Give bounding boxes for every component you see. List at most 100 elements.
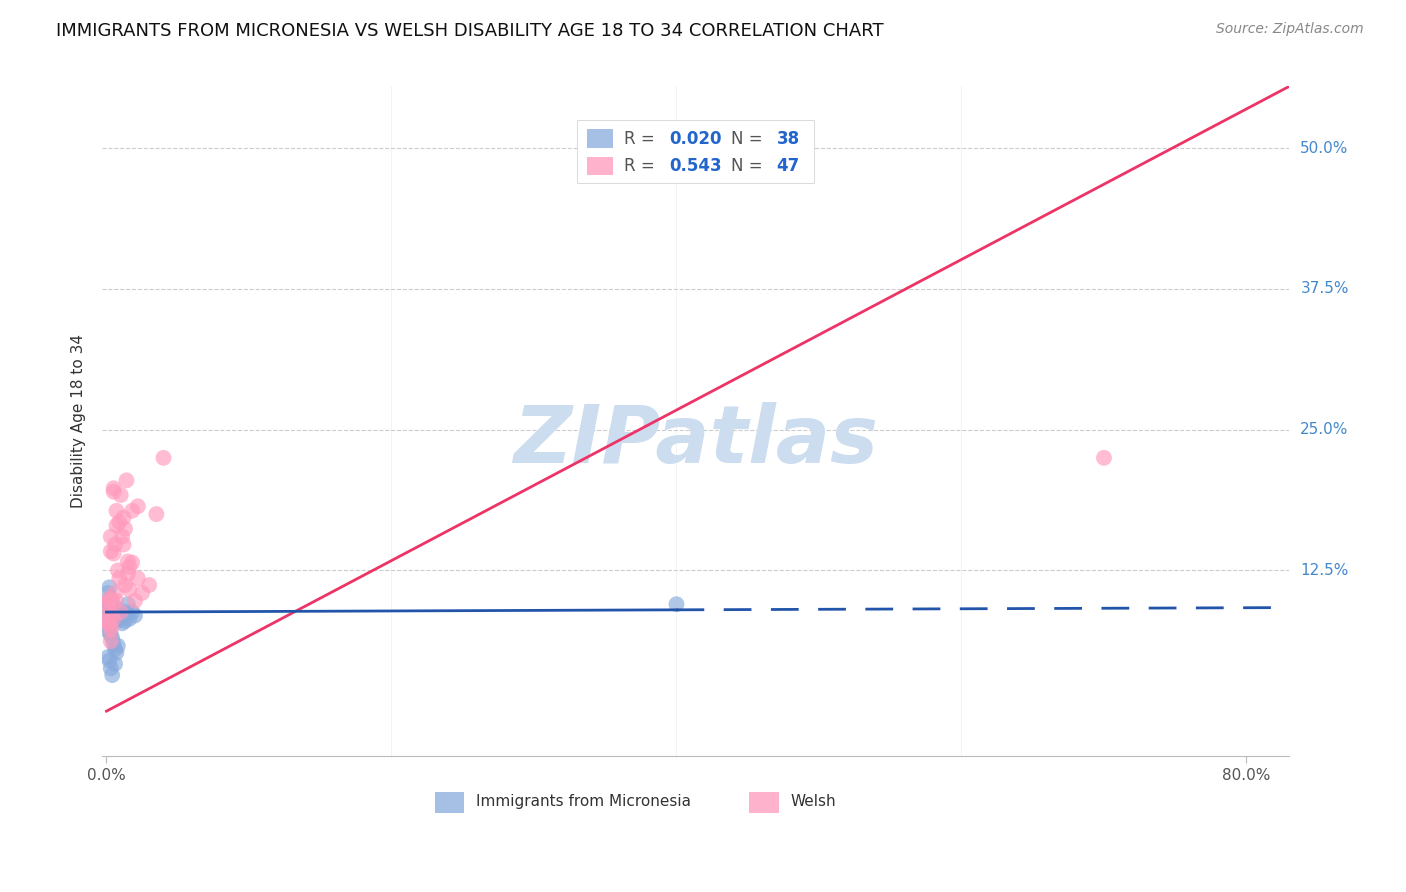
Point <box>112 537 135 551</box>
Point <box>110 605 132 619</box>
Text: 25.0%: 25.0% <box>1301 422 1348 437</box>
Text: Source: ZipAtlas.com: Source: ZipAtlas.com <box>1216 22 1364 37</box>
Point <box>101 594 124 608</box>
Point <box>114 578 136 592</box>
Point <box>100 530 122 544</box>
Point <box>1092 450 1115 465</box>
Point <box>97 586 120 600</box>
Text: 12.5%: 12.5% <box>1301 563 1348 578</box>
FancyBboxPatch shape <box>586 129 613 148</box>
Point <box>97 614 120 628</box>
Point <box>98 591 121 606</box>
Bar <box>434 792 464 814</box>
Point <box>103 547 125 561</box>
Point <box>111 616 134 631</box>
Point <box>115 474 138 488</box>
Point <box>101 608 124 623</box>
FancyBboxPatch shape <box>576 120 814 184</box>
Point <box>101 597 124 611</box>
Point <box>118 612 141 626</box>
Point <box>100 634 122 648</box>
Text: 0.543: 0.543 <box>669 157 723 175</box>
Point <box>97 616 120 631</box>
Text: 50.0%: 50.0% <box>1301 141 1348 156</box>
Point <box>138 578 160 592</box>
Text: Immigrants from Micronesia: Immigrants from Micronesia <box>477 794 692 809</box>
Point <box>104 605 127 619</box>
Point <box>98 605 121 619</box>
Point <box>100 544 122 558</box>
Point <box>101 668 124 682</box>
Point <box>117 566 139 581</box>
Point <box>105 594 128 608</box>
Point <box>111 530 134 544</box>
Point <box>110 612 132 626</box>
Point <box>107 608 129 623</box>
Point <box>103 484 125 499</box>
FancyBboxPatch shape <box>586 157 613 176</box>
Point <box>112 608 135 623</box>
Point <box>103 612 125 626</box>
Point <box>103 637 125 651</box>
Point <box>127 571 149 585</box>
Text: 0.020: 0.020 <box>669 129 723 147</box>
Point <box>103 481 125 495</box>
Point <box>97 597 120 611</box>
Point <box>105 646 128 660</box>
Text: 47: 47 <box>776 157 800 175</box>
Point <box>112 510 135 524</box>
Text: R =: R = <box>624 157 661 175</box>
Bar <box>749 792 779 814</box>
Text: Welsh: Welsh <box>790 794 837 809</box>
Point <box>97 597 120 611</box>
Text: 37.5%: 37.5% <box>1301 282 1348 296</box>
Point <box>127 500 149 514</box>
Point <box>104 586 127 600</box>
Point <box>117 597 139 611</box>
Point <box>100 600 122 615</box>
Text: ZIPatlas: ZIPatlas <box>513 402 879 481</box>
Point <box>114 522 136 536</box>
Point <box>104 657 127 671</box>
Point <box>98 594 121 608</box>
Point <box>114 614 136 628</box>
Point <box>110 488 132 502</box>
Point <box>118 582 141 597</box>
Text: IMMIGRANTS FROM MICRONESIA VS WELSH DISABILITY AGE 18 TO 34 CORRELATION CHART: IMMIGRANTS FROM MICRONESIA VS WELSH DISA… <box>56 22 884 40</box>
Point <box>108 603 131 617</box>
Point <box>117 554 139 568</box>
Point <box>145 507 167 521</box>
Point <box>118 560 141 574</box>
Point <box>100 627 122 641</box>
Point <box>98 580 121 594</box>
Point <box>100 591 122 606</box>
Point <box>107 639 129 653</box>
Point <box>115 605 138 619</box>
Point <box>100 605 122 619</box>
Point <box>98 594 121 608</box>
Point <box>100 623 122 637</box>
Point <box>97 608 120 623</box>
Point <box>152 450 174 465</box>
Point <box>97 620 120 634</box>
Point <box>98 653 121 667</box>
Point <box>124 594 146 608</box>
Text: N =: N = <box>731 157 768 175</box>
Point <box>100 620 122 634</box>
Point <box>104 642 127 657</box>
Y-axis label: Disability Age 18 to 34: Disability Age 18 to 34 <box>72 334 86 508</box>
Point <box>108 571 131 585</box>
Point <box>97 650 120 665</box>
Point <box>100 661 122 675</box>
Point <box>105 504 128 518</box>
Point <box>665 597 688 611</box>
Point <box>121 504 143 518</box>
Point <box>107 563 129 577</box>
Point <box>101 631 124 645</box>
Point <box>105 518 128 533</box>
Point <box>131 586 153 600</box>
Point <box>104 537 127 551</box>
Point <box>108 515 131 529</box>
Point <box>105 614 128 628</box>
Text: 38: 38 <box>776 129 800 147</box>
